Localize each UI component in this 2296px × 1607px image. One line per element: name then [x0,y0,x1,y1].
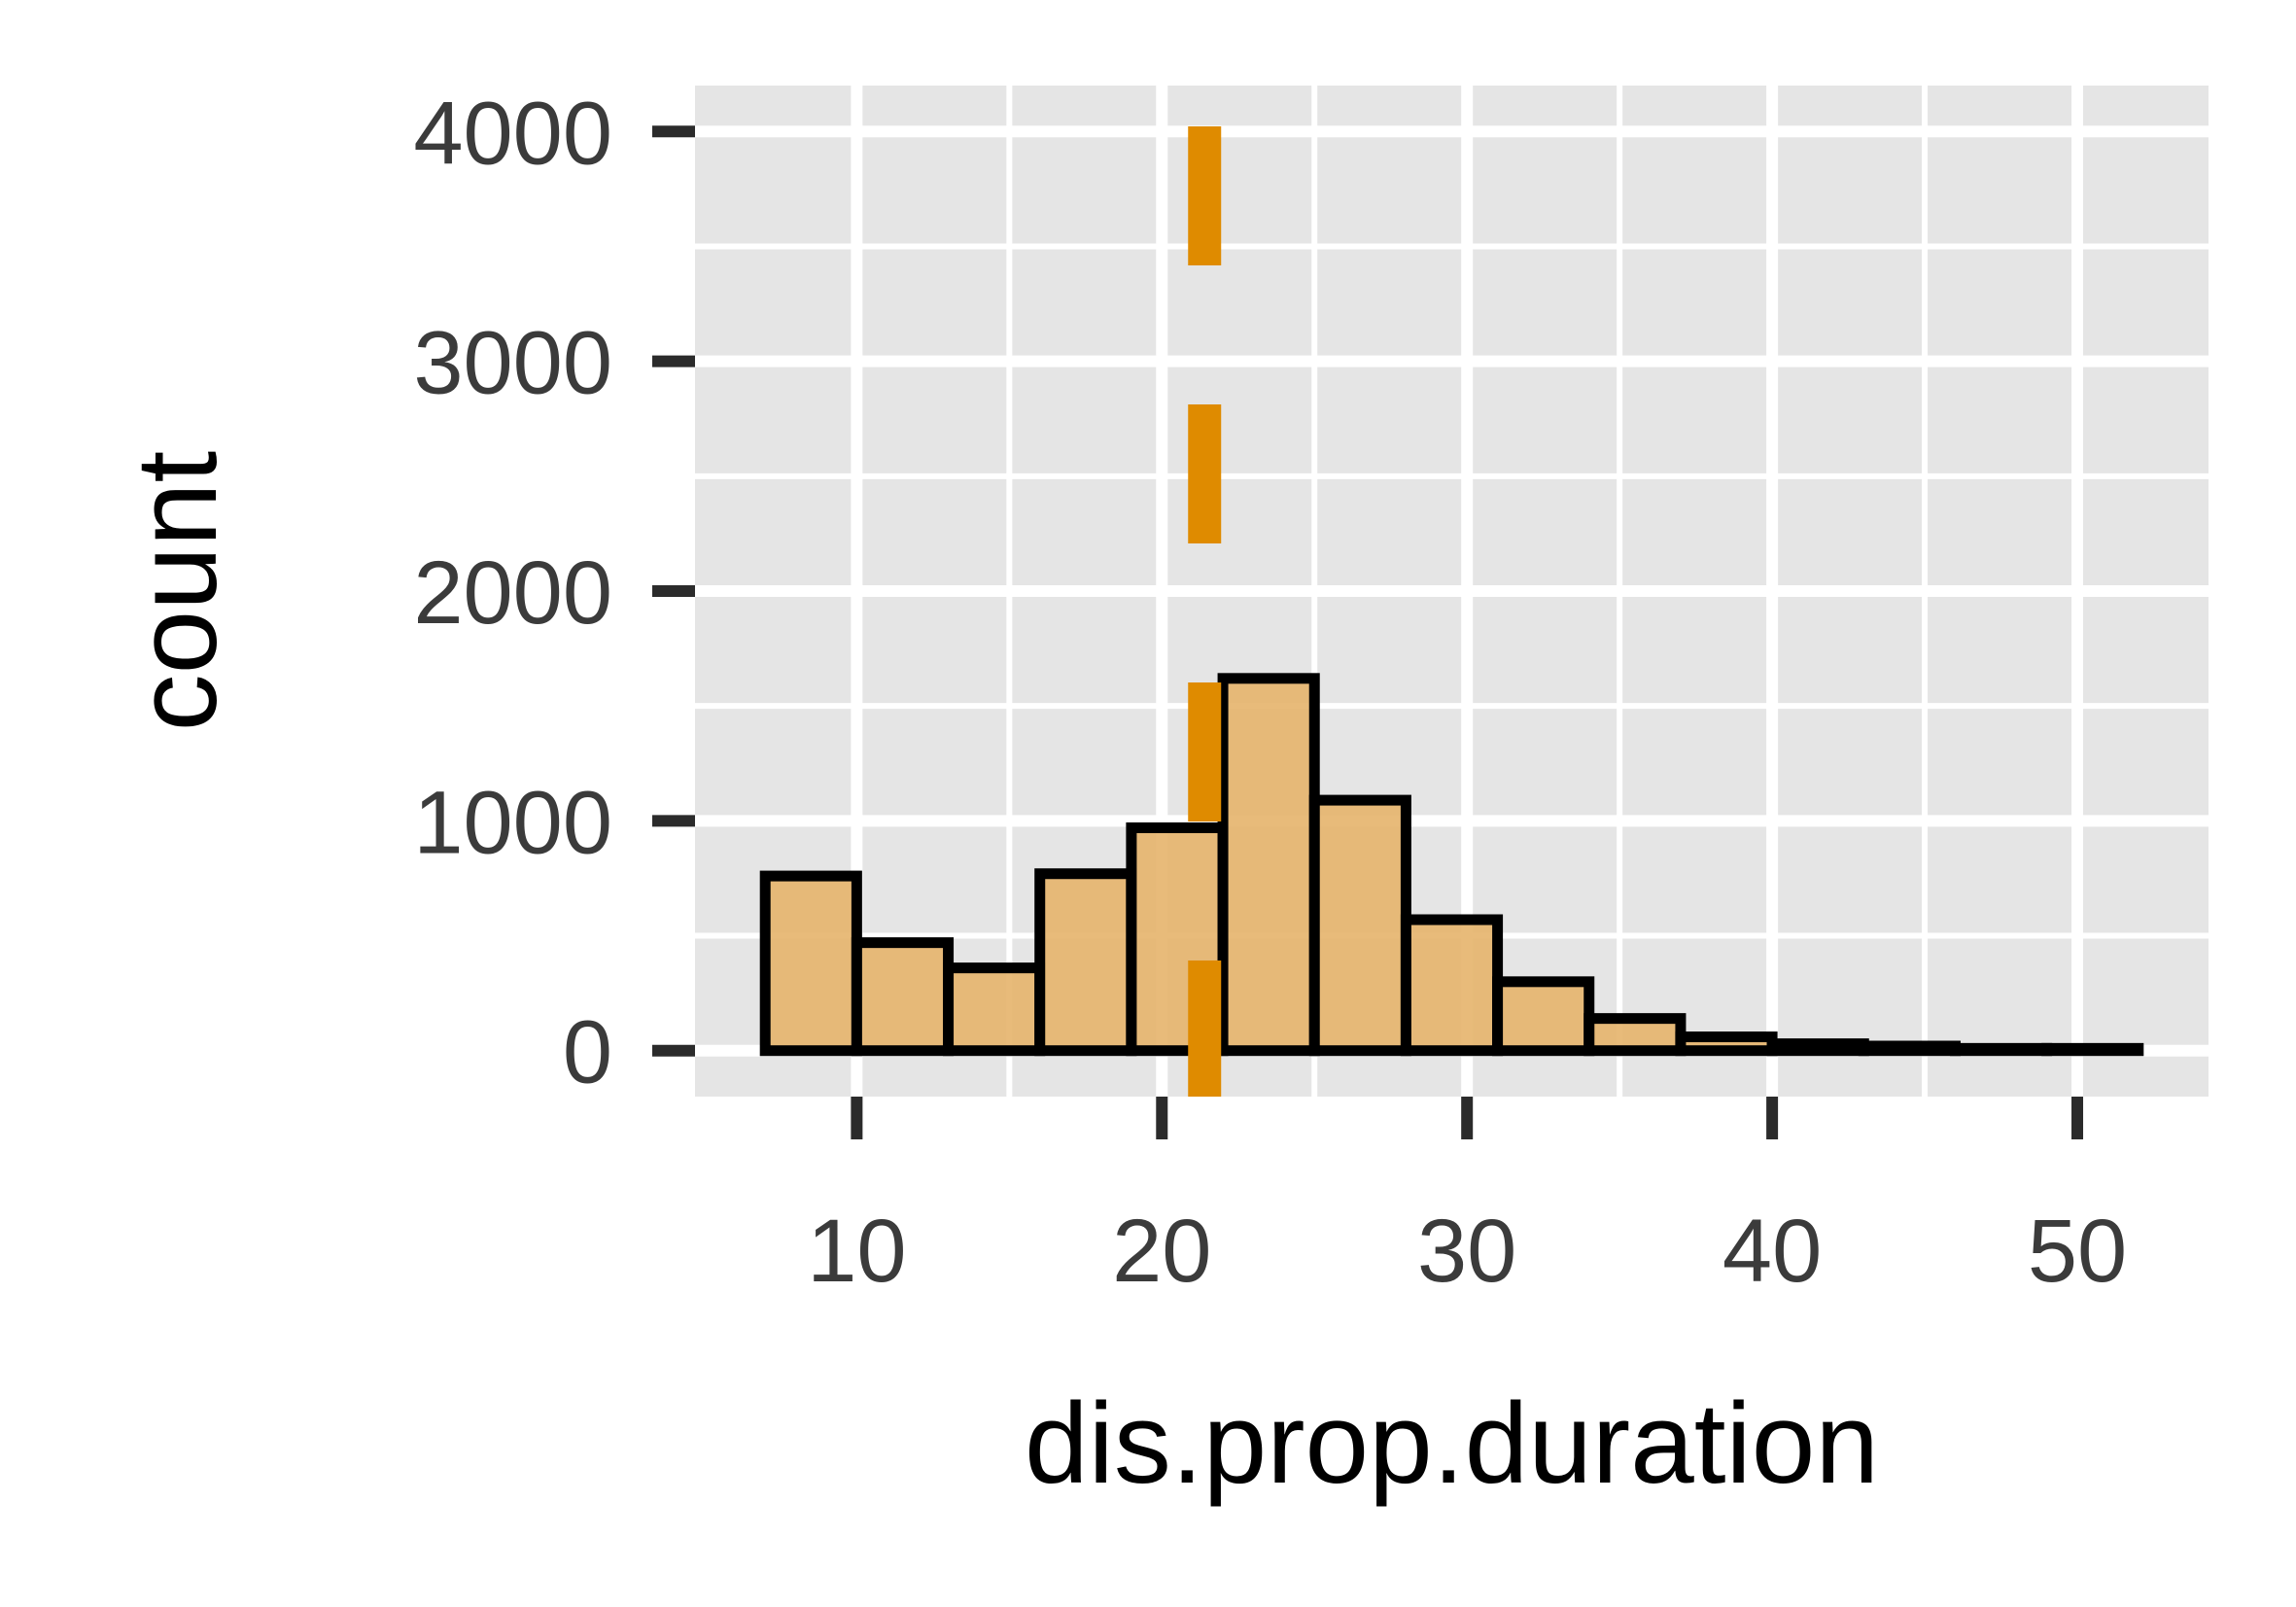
histogram-bars [759,673,2144,1057]
histogram-bar [943,962,1046,1057]
x-tick-labels: 10 20 30 40 50 [807,1202,2127,1301]
y-tick-label: 0 [563,1003,612,1102]
histogram-bar [759,870,862,1057]
y-tick-label: 3000 [413,314,612,413]
y-tick-label: 4000 [413,84,612,183]
histogram-bar [1766,1038,1869,1057]
histogram-bar [1034,868,1137,1057]
axis-ticks [652,125,2084,1139]
histogram-bar [1858,1040,1961,1057]
y-axis-title: count [113,451,241,732]
x-tick-label: 10 [807,1202,906,1301]
histogram-bar [1949,1042,2053,1057]
histogram-bar [1308,794,1411,1057]
histogram-bar [851,937,955,1057]
y-tick-labels: 0 1000 2000 3000 4000 [413,84,612,1101]
histogram-bar [1400,914,1504,1057]
x-tick-label: 20 [1112,1202,1211,1301]
histogram-bar [1217,673,1320,1057]
histogram-bar [1492,976,1595,1057]
histogram-bar [1675,1031,1778,1057]
y-tick-label: 2000 [413,543,612,643]
x-tick-label: 30 [1417,1202,1516,1301]
x-tick-label: 50 [2028,1202,2127,1301]
histogram-bar [1583,1013,1687,1057]
x-tick-label: 40 [1722,1202,1822,1301]
x-axis-title: dis.prop.duration [1025,1380,1879,1508]
y-tick-label: 1000 [413,773,612,872]
histogram-bar [2041,1042,2144,1057]
